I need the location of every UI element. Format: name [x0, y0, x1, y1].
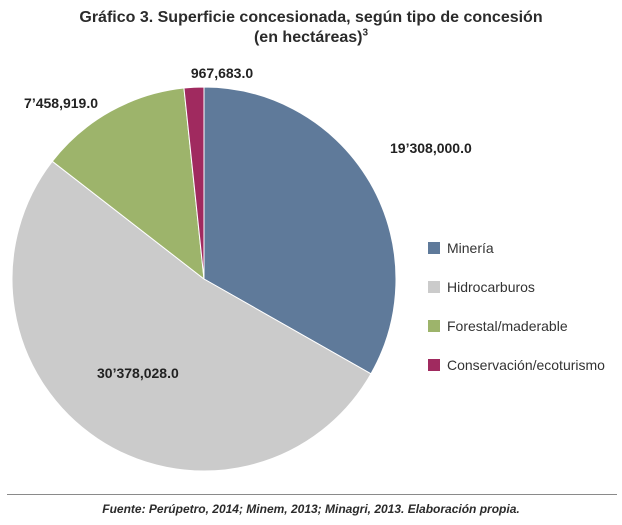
chart-title-line-2: (en hectáreas)3 [0, 28, 622, 48]
chart-title-line-1: Gráfico 3. Superficie concesionada, segú… [79, 9, 543, 26]
legend-swatch-forestal [428, 320, 440, 332]
pie-slice-conservacion [183, 86, 205, 280]
slice-label-forestal: 7’458,919.0 [24, 95, 98, 111]
pie-slice-labels: 19’308,000.0 30’378,028.0 7’458,919.0 967,6… [24, 65, 472, 381]
pie-slice-forestal [51, 87, 205, 281]
legend-label-mineria: Minería [447, 240, 494, 256]
legend-label-hidrocarburos: Hidrocarburos [447, 279, 535, 295]
legend-item-mineria: Minería [428, 238, 605, 258]
chart-title: Gráfico 3. Superficie concesionada, segú… [0, 8, 622, 48]
legend-item-forestal: Forestal/maderable [428, 316, 605, 336]
legend-label-forestal: Forestal/maderable [447, 318, 568, 334]
pie-slice-hidrocarburos [11, 160, 372, 472]
pie-slice-mineria [203, 86, 397, 375]
legend-label-conservacion: Conservación/ecoturismo [447, 357, 605, 373]
pie-slices [11, 86, 397, 472]
legend-item-hidrocarburos: Hidrocarburos [428, 277, 605, 297]
slice-label-conservacion: 967,683.0 [191, 65, 253, 81]
footnote-marker: 3 [362, 27, 369, 39]
slice-label-hidrocarburos: 30’378,028.0 [97, 365, 179, 381]
source-note: Fuente: Perúpetro, 2014; Minem, 2013; Mi… [102, 502, 520, 516]
legend-swatch-hidrocarburos [428, 281, 440, 293]
pie-chart: 19’308,000.0 30’378,028.0 7’458,919.0 967,6… [11, 65, 472, 472]
slice-label-mineria: 19’308,000.0 [390, 140, 472, 156]
legend-swatch-mineria [428, 242, 440, 254]
footer-divider [7, 494, 617, 495]
legend-swatch-conservacion [428, 359, 440, 371]
chart-legend: Minería Hidrocarburos Forestal/maderable… [428, 238, 605, 394]
legend-item-conservacion: Conservación/ecoturismo [428, 355, 605, 375]
chart-title-unit: (en hectáreas) [253, 29, 363, 46]
